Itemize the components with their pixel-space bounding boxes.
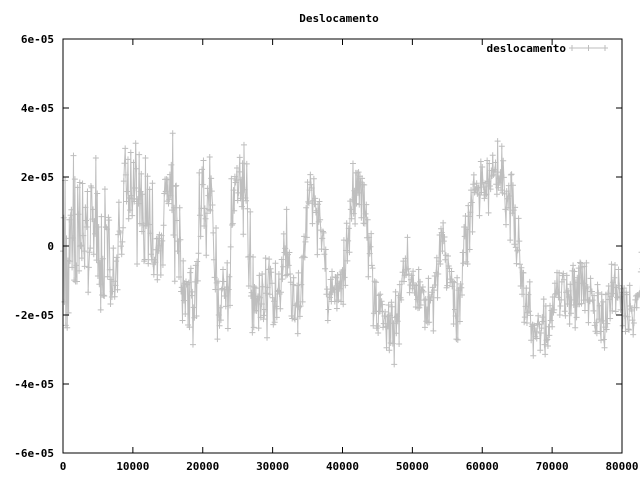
x-tick-label: 60000 — [466, 460, 499, 473]
legend-label: deslocamento — [487, 42, 567, 55]
y-tick-label: 6e-05 — [21, 33, 54, 46]
chart-title: Deslocamento — [299, 12, 379, 25]
y-tick-label: -6e-05 — [14, 447, 54, 460]
y-tick-label: 0 — [47, 240, 54, 253]
y-tick-label: -2e-05 — [14, 309, 54, 322]
x-tick-label: 40000 — [326, 460, 359, 473]
y-tick-label: -4e-05 — [14, 378, 54, 391]
y-tick-label: 2e-05 — [21, 171, 54, 184]
x-tick-label: 30000 — [256, 460, 289, 473]
y-tick-label: 4e-05 — [21, 102, 54, 115]
x-tick-label: 10000 — [116, 460, 149, 473]
x-tick-label: 20000 — [186, 460, 219, 473]
x-tick-label: 80000 — [605, 460, 638, 473]
x-tick-label: 50000 — [396, 460, 429, 473]
x-tick-label: 0 — [60, 460, 67, 473]
x-tick-label: 70000 — [536, 460, 569, 473]
